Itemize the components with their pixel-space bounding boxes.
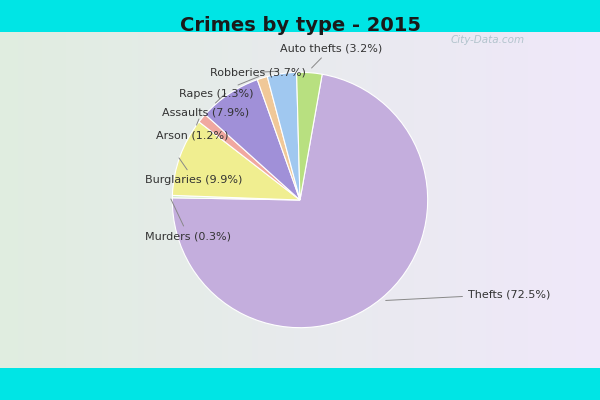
Text: Assaults (7.9%): Assaults (7.9%) xyxy=(161,94,248,118)
Text: Burglaries (9.9%): Burglaries (9.9%) xyxy=(145,158,243,185)
Wedge shape xyxy=(296,72,322,200)
Text: Auto thefts (3.2%): Auto thefts (3.2%) xyxy=(280,43,382,68)
Text: Arson (1.2%): Arson (1.2%) xyxy=(156,119,229,140)
Text: Crimes by type - 2015: Crimes by type - 2015 xyxy=(179,16,421,35)
Wedge shape xyxy=(257,76,300,200)
Wedge shape xyxy=(172,195,300,200)
Text: City-Data.com: City-Data.com xyxy=(451,35,524,45)
Wedge shape xyxy=(199,114,300,200)
Text: Rapes (1.3%): Rapes (1.3%) xyxy=(179,76,259,99)
Text: Murders (0.3%): Murders (0.3%) xyxy=(145,199,232,241)
Wedge shape xyxy=(205,80,300,200)
Text: Thefts (72.5%): Thefts (72.5%) xyxy=(386,289,550,300)
Wedge shape xyxy=(267,72,300,200)
Wedge shape xyxy=(172,122,300,200)
Wedge shape xyxy=(172,74,428,328)
Text: Robberies (3.7%): Robberies (3.7%) xyxy=(210,67,306,77)
